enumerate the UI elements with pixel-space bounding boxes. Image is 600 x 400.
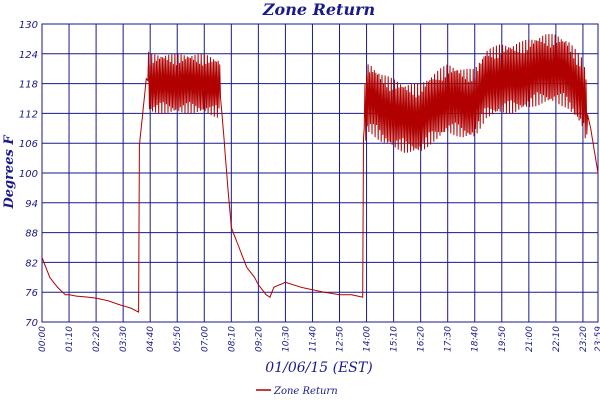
x-tick-label: 15:10 [390,326,400,352]
y-tick-label: 106 [19,139,38,150]
x-tick-label: 10:30 [281,326,291,352]
x-tick-label: 14:00 [363,326,373,352]
series-group [41,33,599,313]
x-tick-label: 09:20 [254,326,264,352]
axis-ticks: 70 76 82 88 94 100 106 112 118 124 130 00:00 01:10 02… [19,20,600,352]
y-tick-label: 118 [19,80,38,91]
y-tick-label: 76 [25,288,38,299]
x-tick-label: 05:50 [173,326,183,352]
x-tick-label: 00:00 [38,326,48,352]
x-tick-label: 23:59 [594,326,600,352]
x-tick-label: 22:10 [552,326,562,352]
legend-label: Zone Return [273,386,338,397]
x-tick-label: 04:40 [146,326,156,352]
x-tick-label: 16:20 [417,326,427,352]
x-tick-label: 03:30 [119,326,129,352]
x-tick-label: 08:10 [227,326,237,352]
y-tick-label: 124 [19,50,38,61]
x-tick-label: 19:50 [498,326,508,352]
y-tick-label: 130 [19,20,38,31]
y-tick-label: 100 [19,169,38,180]
x-tick-label: 17:30 [444,326,454,352]
x-tick-label: 11:40 [308,326,318,352]
chart-title: Zone Return [262,0,375,19]
series-line-zone-return [41,33,599,313]
x-tick-label: 01:10 [65,326,75,352]
y-tick-label: 94 [25,199,38,210]
x-tick-label: 23:20 [579,326,589,352]
x-axis-label: 01/06/15 (EST) [265,360,372,376]
y-tick-label: 70 [25,318,38,329]
x-tick-label: 07:00 [200,326,210,352]
x-tick-label: 12:50 [336,326,346,352]
y-tick-label: 88 [25,229,38,240]
x-tick-label: 02:20 [92,326,102,352]
legend: Zone Return [256,386,338,397]
y-tick-label: 112 [19,109,38,120]
x-tick-label: 21:00 [525,326,535,352]
y-axis-label: Degrees F [2,135,17,210]
y-tick-label: 82 [25,258,38,269]
x-tick-label: 18:40 [471,326,481,352]
